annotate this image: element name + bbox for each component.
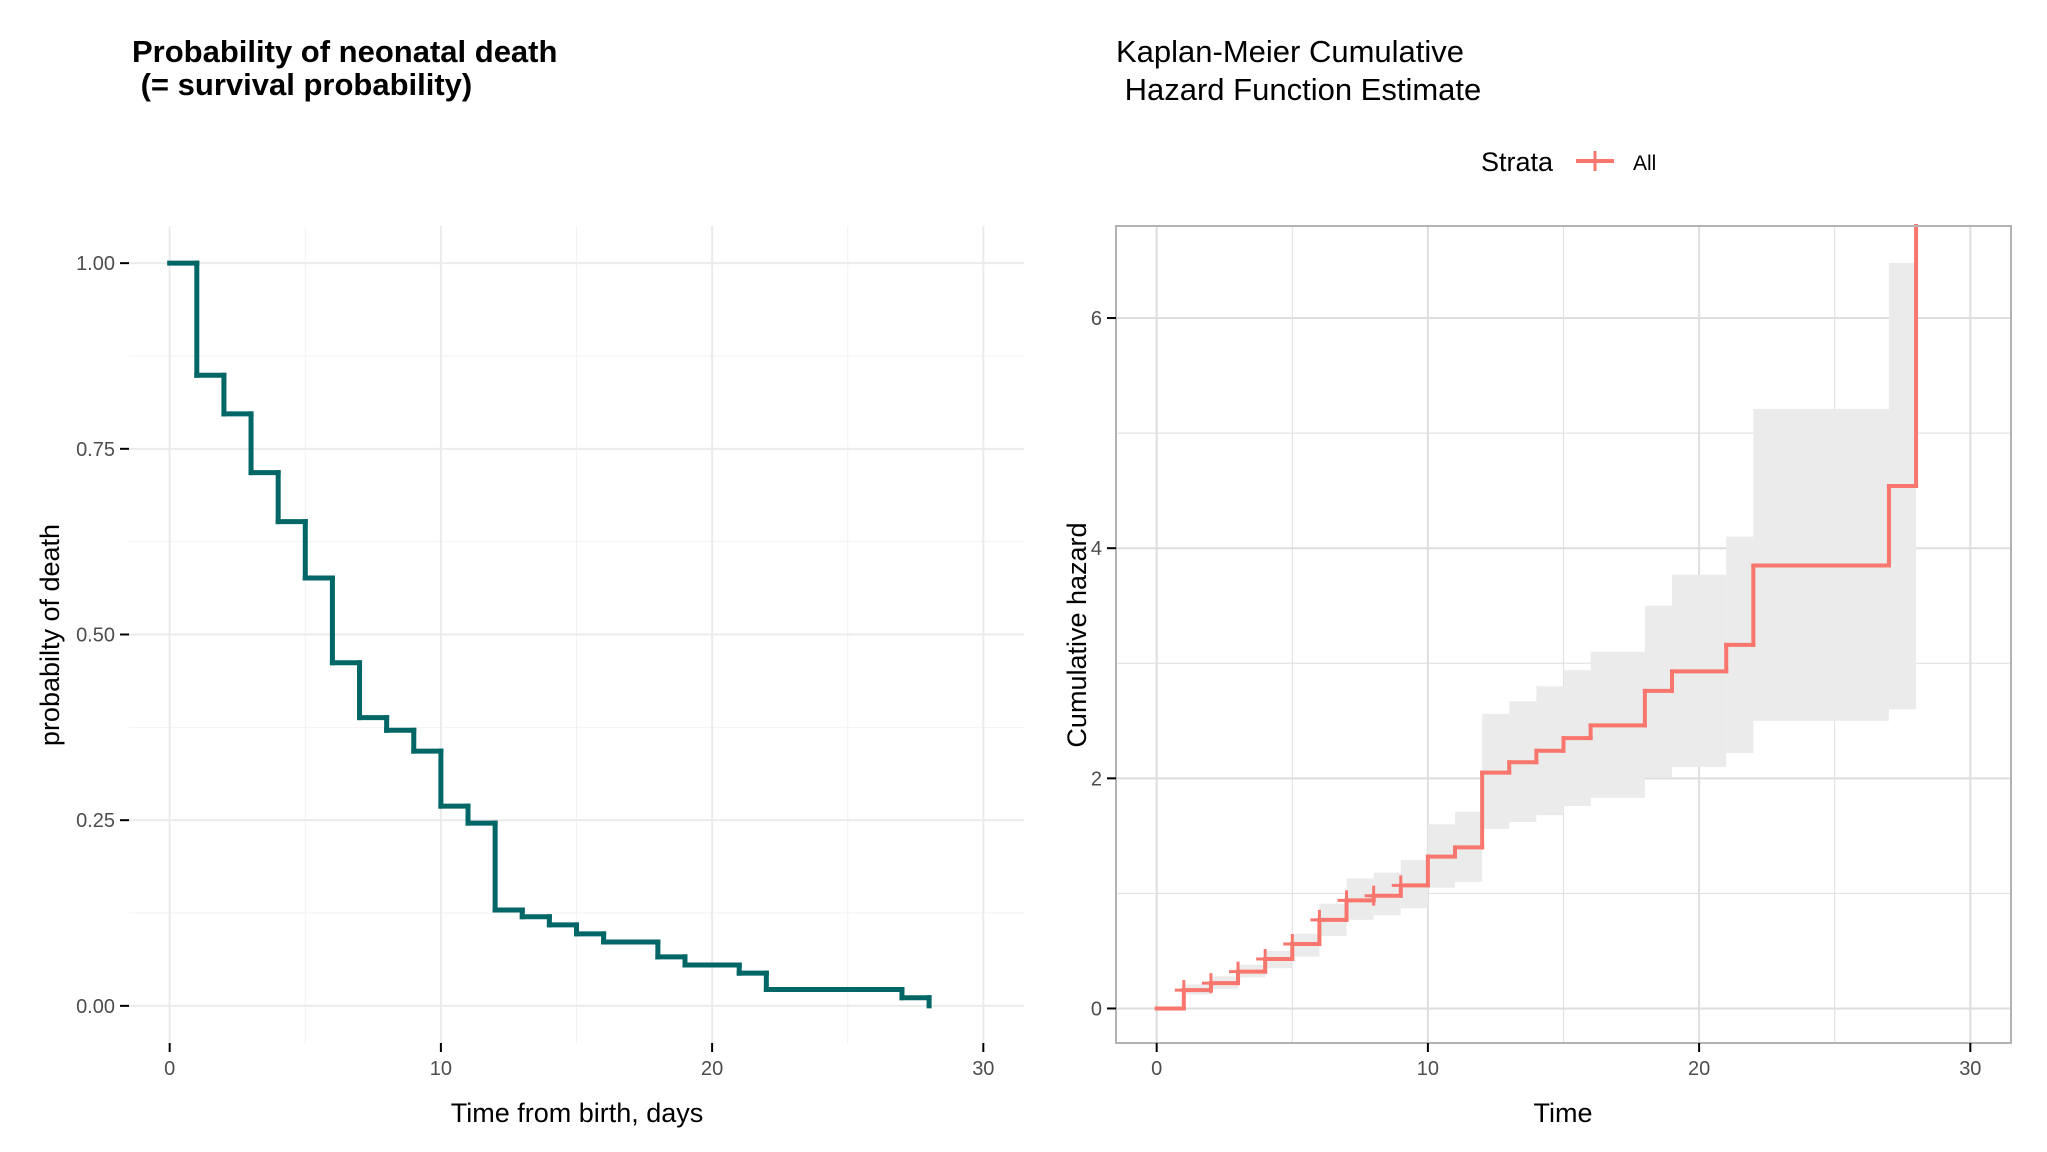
hazard-y-tick-label: 4 (1091, 538, 1102, 560)
survival-chart-title-line-1: Probability of neonatal death (132, 34, 557, 69)
hazard-x-tick-label: 10 (1417, 1058, 1439, 1080)
hazard-x-tick-label: 30 (1959, 1058, 1981, 1080)
survival-x-tick-label: 20 (701, 1058, 723, 1080)
hazard-censor-mark (1201, 973, 1220, 994)
survival-x-tick-label: 10 (430, 1058, 452, 1080)
survival-y-tick-label: 0.25 (76, 810, 115, 832)
hazard-panel-border (1115, 225, 2012, 1044)
hazard-censor-mark (1256, 948, 1275, 969)
hazard-series (1154, 224, 1919, 1011)
hazard-axes: 0 10 20 30 0 2 4 6 (1091, 225, 2012, 1080)
hazard-censor-mark (1229, 961, 1248, 982)
survival-y-tick-label: 0.75 (76, 439, 115, 461)
hazard-chart-title-line-1: Kaplan-Meier Cumulative (1116, 34, 1464, 69)
hazard-censor-mark (1174, 980, 1193, 1001)
legend-title: Strata (1481, 147, 1554, 177)
hazard-chart-title-line-2: Hazard Function Estimate (1116, 72, 1481, 107)
hazard-censor-mark (1310, 909, 1329, 930)
legend-key-all (1576, 151, 1614, 171)
hazard-x-tick-label: 20 (1688, 1058, 1710, 1080)
hazard-censor-mark (1283, 934, 1302, 955)
hazard-x-tick-label: 0 (1151, 1058, 1162, 1080)
cumulative-hazard-chart: Kaplan-Meier Cumulative Hazard Function … (1062, 34, 2012, 1128)
hazard-confidence-band (1183, 262, 1917, 995)
survival-series (167, 260, 932, 1009)
survival-x-tick-label: 30 (972, 1058, 994, 1080)
survival-axes: 0 10 20 30 0.00 0.25 0.50 0.75 1.00 (76, 253, 994, 1080)
survival-y-tick-label: 0.00 (76, 996, 115, 1018)
hazard-censor-mark (1364, 885, 1383, 906)
hazard-x-axis-title: Time (1534, 1098, 1593, 1128)
legend: Strata All (1481, 147, 1656, 177)
survival-y-tick-label: 0.50 (76, 625, 115, 647)
hazard-y-tick-label: 2 (1091, 768, 1102, 790)
hazard-censor-mark (1337, 890, 1356, 911)
survival-gridlines (129, 226, 1024, 1043)
survival-chart-title-line-2: (= survival probability) (132, 67, 472, 102)
survival-x-tick-label: 0 (164, 1058, 175, 1080)
survival-x-axis-title: Time from birth, days (451, 1098, 704, 1128)
hazard-y-tick-label: 6 (1091, 308, 1102, 330)
hazard-censor-mark (1391, 875, 1410, 896)
hazard-y-tick-label: 0 (1091, 998, 1102, 1020)
survival-y-tick-label: 1.00 (76, 253, 115, 275)
legend-label-all: All (1633, 152, 1656, 175)
survival-y-axis-title: probabilty of death (35, 524, 65, 746)
survival-chart: Probability of neonatal death (= surviva… (35, 34, 1024, 1128)
hazard-y-axis-title: Cumulative hazard (1062, 522, 1092, 747)
